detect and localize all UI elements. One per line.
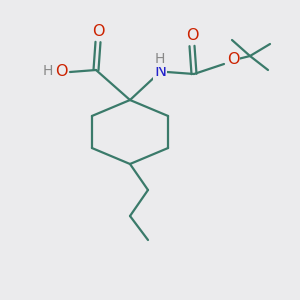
Text: N: N (154, 64, 166, 80)
Text: H: H (155, 52, 165, 66)
Text: O: O (55, 64, 67, 79)
Text: H: H (43, 64, 53, 78)
Text: O: O (186, 28, 198, 43)
Text: O: O (227, 52, 239, 68)
Text: O: O (92, 23, 104, 38)
